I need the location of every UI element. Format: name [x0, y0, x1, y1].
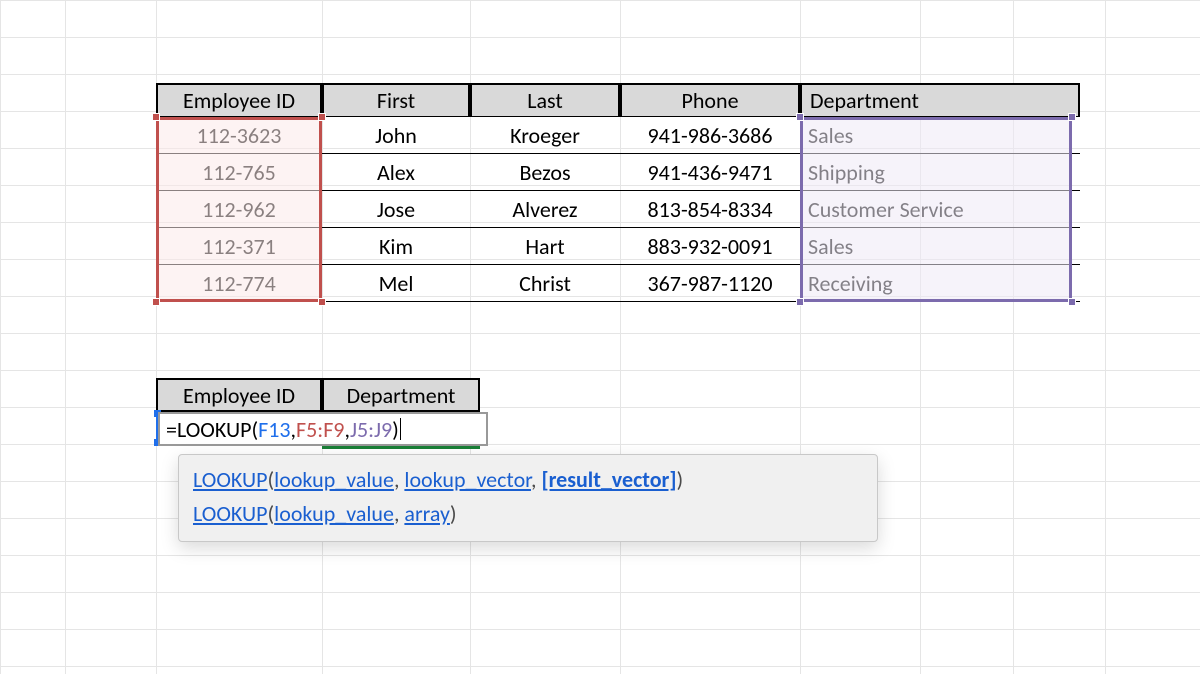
table-cell[interactable]: Kim [322, 228, 470, 265]
table-cell[interactable]: 112-371 [156, 228, 322, 265]
table-cell[interactable]: Hart [470, 228, 620, 265]
tooltip-punct: ) [450, 500, 457, 527]
table-cell[interactable]: Jose [322, 191, 470, 228]
tooltip-punct: , [531, 466, 541, 493]
table-cell[interactable]: 112-962 [156, 191, 322, 228]
tooltip-function-name-link[interactable]: LOOKUP [193, 500, 268, 527]
table-cell[interactable]: 941-986-3686 [620, 117, 800, 154]
formula-arg-result-vector: J5:J9 [350, 416, 392, 443]
formula-editing-cell[interactable]: =LOOKUP(F13,F5:F9,J5:J9) [158, 412, 488, 446]
table-header: Employee ID [156, 83, 322, 117]
table-cell[interactable]: Christ [470, 265, 620, 302]
tooltip-arg-link[interactable]: lookup_vector [404, 466, 531, 493]
table-cell[interactable]: 112-3623 [156, 117, 322, 154]
table-cell[interactable]: Mel [322, 265, 470, 302]
table-cell[interactable]: 367-987-1120 [620, 265, 800, 302]
table-cell[interactable]: 941-436-9471 [620, 154, 800, 191]
tooltip-signature-2: LOOKUP(lookup_value, array) [193, 497, 863, 531]
table-cell[interactable]: Bezos [470, 154, 620, 191]
formula-suffix: ) [392, 416, 399, 443]
table-cell[interactable]: Customer Service [800, 191, 1080, 228]
tooltip-signature-1: LOOKUP(lookup_value, lookup_vector, [res… [193, 463, 863, 497]
table-cell[interactable]: Sales [800, 117, 1080, 154]
table-cell[interactable]: Kroeger [470, 117, 620, 154]
tooltip-punct: , [394, 466, 404, 493]
table-cell[interactable]: Receiving [800, 265, 1080, 302]
lookup-table-header: Employee ID [156, 378, 322, 412]
function-signature-tooltip[interactable]: LOOKUP(lookup_value, lookup_vector, [res… [178, 454, 878, 542]
table-header: Last [470, 83, 620, 117]
table-cell[interactable]: 883-932-0091 [620, 228, 800, 265]
table-cell[interactable]: John [322, 117, 470, 154]
text-cursor [400, 418, 401, 440]
tooltip-arg-link[interactable]: lookup_value [274, 500, 394, 527]
formula-prefix: =LOOKUP( [166, 416, 258, 443]
table-header: First [322, 83, 470, 117]
table-header: Department [800, 83, 1080, 117]
tooltip-arg-link[interactable]: array [404, 500, 450, 527]
table-cell[interactable]: Alverez [470, 191, 620, 228]
lookup-table-header: Department [322, 378, 480, 412]
active-range-underline [322, 446, 480, 449]
tooltip-function-name-link[interactable]: LOOKUP [193, 466, 268, 493]
spreadsheet-viewport[interactable]: Employee IDFirstLastPhoneDepartment112-3… [0, 0, 1200, 674]
formula-arg-lookup-vector: F5:F9 [296, 416, 344, 443]
table-cell[interactable]: 813-854-8334 [620, 191, 800, 228]
table-cell[interactable]: Sales [800, 228, 1080, 265]
tooltip-punct: , [394, 500, 404, 527]
table-header: Phone [620, 83, 800, 117]
tooltip-punct: ) [677, 466, 684, 493]
table-cell[interactable]: 112-774 [156, 265, 322, 302]
table-cell[interactable]: Shipping [800, 154, 1080, 191]
tooltip-arg-current[interactable]: [result_vector] [541, 466, 676, 493]
table-cell[interactable]: 112-765 [156, 154, 322, 191]
table-cell[interactable]: Alex [322, 154, 470, 191]
formula-arg-lookup-value: F13 [258, 416, 290, 443]
tooltip-arg-link[interactable]: lookup_value [274, 466, 394, 493]
